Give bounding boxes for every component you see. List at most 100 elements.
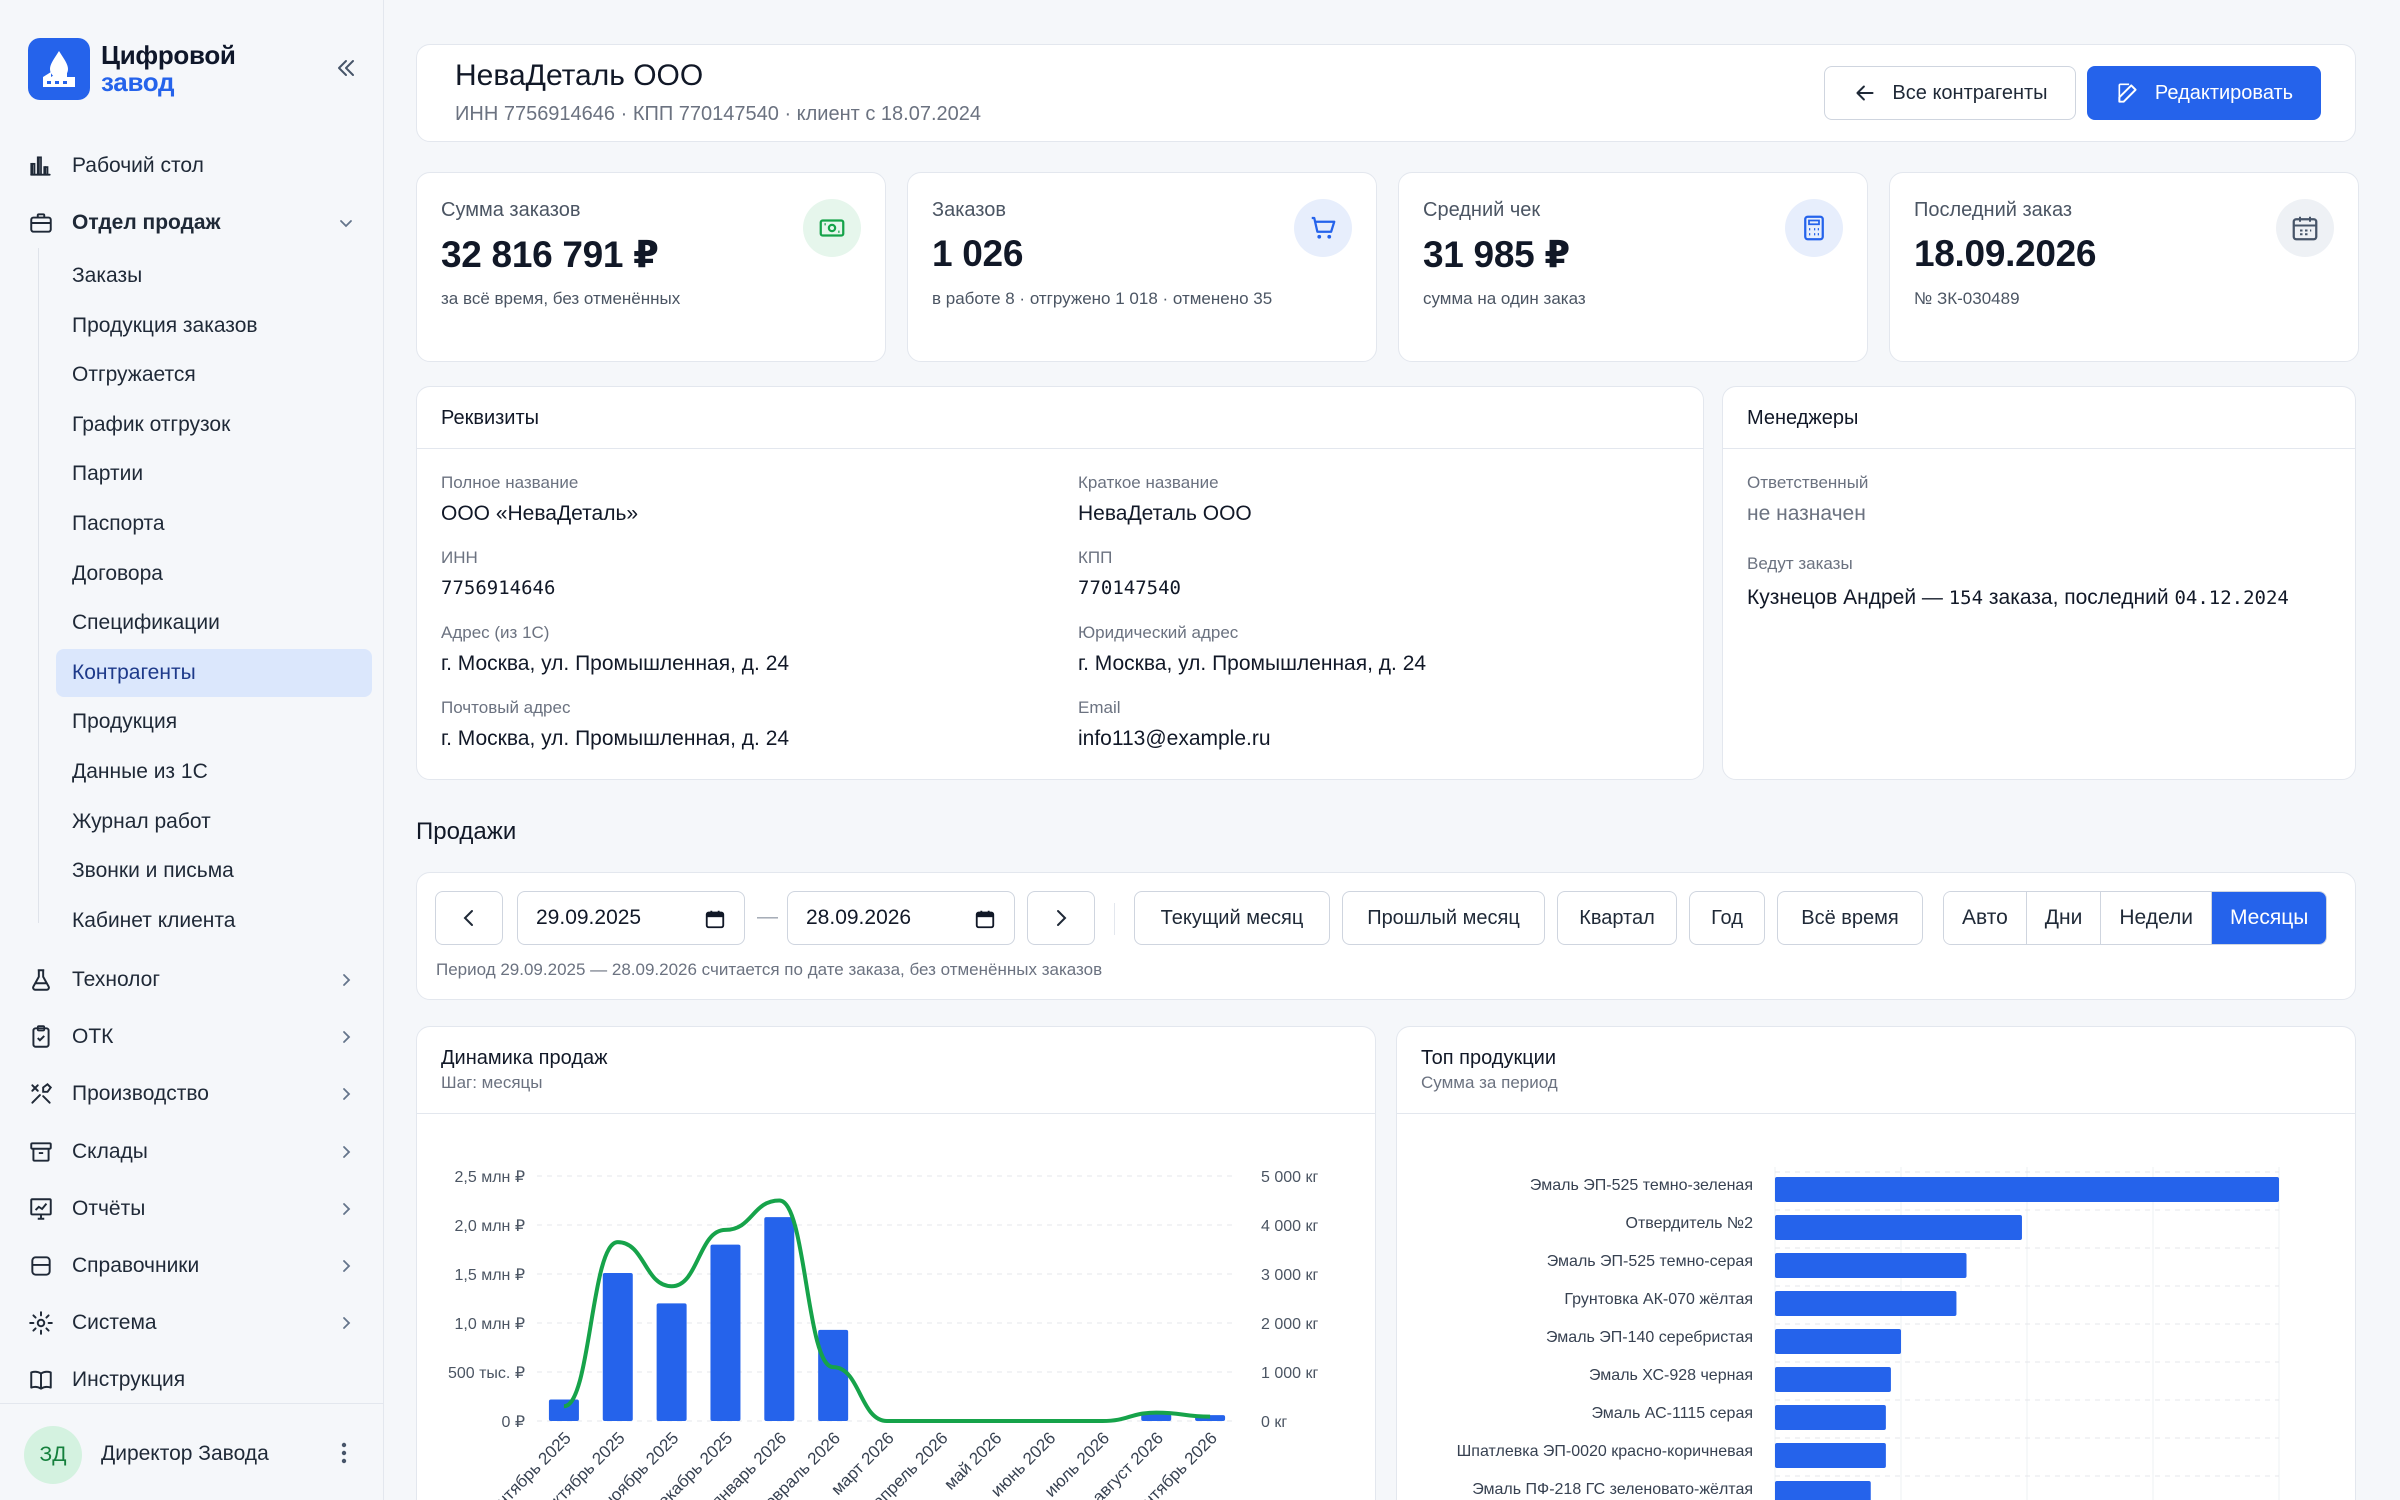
product-bar-4[interactable] — [1775, 1329, 1901, 1354]
sidebar-item-7[interactable]: Инструкция — [26, 1360, 366, 1400]
sidebar-subitem-10[interactable]: Данные из 1С — [72, 760, 208, 783]
product-bar-1[interactable] — [1775, 1215, 2022, 1240]
product-bar-0[interactable] — [1775, 1177, 2279, 1202]
period-note: Период 29.09.2025 — 28.09.2026 считается… — [436, 960, 1103, 979]
product-bar-7[interactable] — [1775, 1443, 1886, 1468]
bar-4[interactable] — [764, 1217, 795, 1421]
field-value: ООО «НеваДеталь» — [441, 502, 639, 525]
stat-card-2: Средний чек 31 985 ₽ сумма на один заказ — [1398, 172, 1868, 362]
date-from-input[interactable]: 29.09.2025 — [517, 891, 745, 945]
sidebar-subitem-0[interactable]: Заказы — [72, 264, 143, 287]
chevrons-left-icon — [338, 60, 354, 76]
sidebar-item-6[interactable]: Система — [26, 1303, 366, 1343]
sidebar-item-dashboard[interactable]: Рабочий стол — [26, 146, 366, 186]
sidebar-item-label: Инструкция — [72, 1368, 186, 1392]
y-right-tick: 4 000 кг — [1261, 1218, 1318, 1235]
sidebar-subitem-13[interactable]: Кабинет клиента — [72, 908, 236, 932]
step-option-1[interactable]: Дни — [2026, 892, 2102, 944]
sidebar-item-2[interactable]: Производство — [26, 1074, 366, 1114]
lead-count-suffix: заказа, последний — [1983, 586, 2175, 609]
archive-icon — [26, 1137, 56, 1167]
sidebar-subitem-7[interactable]: Спецификации — [72, 611, 220, 635]
sidebar-subitem-12[interactable]: Звонки и письма — [72, 859, 234, 883]
requisites-title: Реквизиты — [441, 407, 540, 429]
preset-button-1[interactable]: Прошлый месяц — [1342, 891, 1545, 945]
step-option-0[interactable]: Авто — [1944, 892, 2027, 944]
brand-logo[interactable]: Цифровой завод — [28, 38, 236, 100]
preset-button-2[interactable]: Квартал — [1557, 891, 1677, 945]
sidebar-item-label: Справочники — [72, 1254, 200, 1277]
sidebar-item-1[interactable]: ОТК — [26, 1017, 366, 1057]
managers-panel: Менеджеры Ответственный не назначен Веду… — [1722, 386, 2356, 780]
stat-value: 32 816 791 ₽ — [441, 234, 659, 275]
field-label: КПП — [1078, 548, 1113, 567]
sidebar-subitem-1[interactable]: Продукция заказов — [72, 313, 258, 337]
responsible-label: Ответственный — [1747, 473, 1869, 492]
bar-0[interactable] — [548, 1399, 579, 1421]
divider — [1723, 448, 2355, 449]
step-option-2[interactable]: Недели — [2101, 892, 2212, 944]
product-bar-3[interactable] — [1775, 1291, 1957, 1316]
more-vertical-icon[interactable] — [334, 1438, 354, 1468]
calendar-icon[interactable] — [974, 908, 996, 936]
next-period-button[interactable] — [1027, 891, 1095, 945]
sidebar-subitem-9[interactable]: Продукция — [72, 710, 178, 734]
counterparty-header: НеваДеталь ООО ИНН 7756914646 · КПП 7701… — [416, 44, 2356, 142]
y-left-tick: 1,5 млн ₽ — [455, 1267, 525, 1284]
calendar-icon[interactable] — [704, 908, 726, 936]
preset-button-0[interactable]: Текущий месяц — [1134, 891, 1330, 945]
sidebar-item-label: ОТК — [72, 1025, 114, 1049]
bar-3[interactable] — [710, 1244, 741, 1421]
field-value: НеваДеталь ООО — [1078, 502, 1252, 525]
top-products-panel: Топ продукции Сумма за период Эмаль ЭП-5… — [1396, 1026, 2356, 1500]
bar-11[interactable] — [1141, 1414, 1172, 1421]
sidebar-item-4[interactable]: Отчёты — [26, 1189, 366, 1229]
bar-chart-icon — [26, 151, 56, 181]
preset-button-3[interactable]: Год — [1689, 891, 1765, 945]
edit-button[interactable]: Редактировать — [2087, 66, 2321, 120]
top-products-chart[interactable]: Эмаль ЭП-525 темно-зеленая Отвердитель №2… — [1397, 1027, 2356, 1500]
sidebar-subitem-6[interactable]: Договора — [72, 561, 163, 585]
sidebar-item-5[interactable]: Справочники — [26, 1246, 366, 1286]
sidebar-subitem-11[interactable]: Журнал работ — [72, 809, 211, 833]
sidebar-subitem-3[interactable]: График отгрузок — [72, 412, 231, 436]
sidebar-subitem-5[interactable]: Паспорта — [72, 512, 165, 535]
sidebar-subitem-8[interactable]: Контрагенты — [56, 648, 372, 697]
requisites-panel: Реквизиты Полное название ООО «НеваДеталь… — [416, 386, 1704, 780]
sidebar-item-sales[interactable]: Отдел продаж — [26, 203, 366, 243]
bar-1[interactable] — [602, 1273, 633, 1421]
product-bar-8[interactable] — [1775, 1481, 1871, 1500]
field-value: г. Москва, ул. Промышленная, д. 24 — [441, 727, 790, 750]
preset-button-4[interactable]: Всё время — [1777, 891, 1923, 945]
y-right-tick: 0 кг — [1261, 1414, 1287, 1431]
step-option-3[interactable]: Месяцы — [2211, 892, 2327, 944]
sidebar-item-0[interactable]: Технолог — [26, 960, 366, 1000]
top-title: Топ продукции — [1421, 1047, 1557, 1069]
category-label: Эмаль ЭП-525 темно-зеленая — [1530, 1177, 1753, 1194]
sales-dynamics-chart[interactable]: 0 ₽ 0 кг 500 тыс. ₽ 1 000 кг 1,0 млн ₽ 2 000 … — [417, 1027, 1376, 1500]
chevron-right-icon — [336, 1313, 356, 1338]
brand-name-line1: Цифровой — [101, 40, 236, 70]
collapse-sidebar-button[interactable] — [330, 52, 362, 84]
field-label: Почтовый адрес — [441, 698, 571, 717]
lead-manager-name[interactable]: Кузнецов Андрей — [1747, 586, 1917, 609]
sidebar-subitem-4[interactable]: Партии — [72, 462, 144, 486]
weight-line[interactable] — [563, 1198, 1211, 1423]
submenu-rail — [38, 248, 39, 923]
product-bar-2[interactable] — [1775, 1253, 1967, 1278]
field-label: Краткое название — [1078, 473, 1219, 492]
product-bar-5[interactable] — [1775, 1367, 1891, 1392]
date-to-input[interactable]: 28.09.2026 — [787, 891, 1015, 945]
user-panel[interactable]: ЗД Директор Завода — [0, 1403, 384, 1500]
sidebar-item-3[interactable]: Склады — [26, 1132, 366, 1172]
field-value: info113@example.ru — [1078, 727, 1271, 750]
sidebar-subitem-2[interactable]: Отгружается — [72, 363, 196, 387]
all-counterparties-button[interactable]: Все контрагенты — [1824, 66, 2076, 120]
product-bar-6[interactable] — [1775, 1405, 1886, 1430]
database-icon — [26, 1251, 56, 1281]
bar-5[interactable] — [818, 1329, 849, 1421]
bar-2[interactable] — [656, 1303, 687, 1421]
y-left-tick: 500 тыс. ₽ — [448, 1365, 525, 1382]
stat-label: Последний заказ — [1914, 199, 2073, 221]
prev-period-button[interactable] — [435, 891, 503, 945]
